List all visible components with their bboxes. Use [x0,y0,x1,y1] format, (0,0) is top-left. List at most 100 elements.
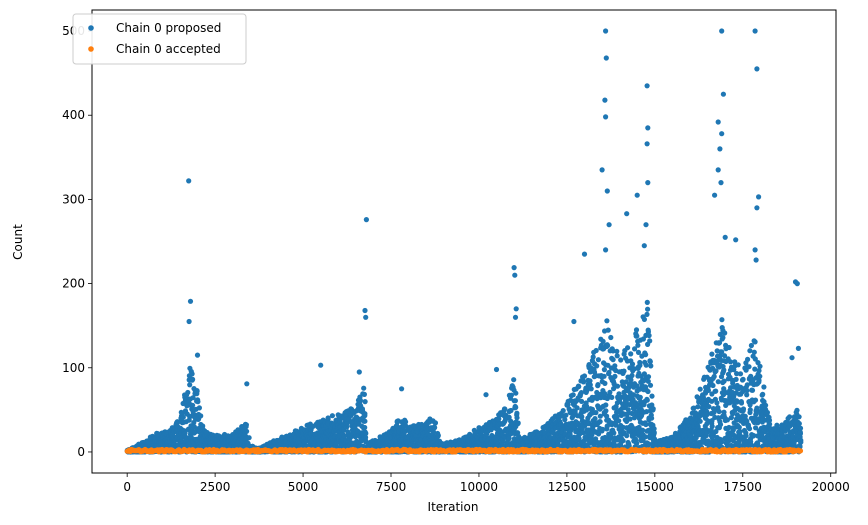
data-point-proposed [706,404,712,410]
data-point-proposed [187,382,193,388]
data-point-proposed [721,367,727,373]
data-point-proposed [612,373,618,379]
data-point-proposed [345,429,351,435]
data-point-proposed [736,424,742,430]
data-point-proposed [361,391,367,397]
data-point-proposed [403,423,409,429]
data-point-proposed [697,386,703,392]
data-point-proposed [726,344,732,351]
data-point-proposed [502,406,508,412]
data-point-proposed [643,352,649,358]
data-point-proposed [506,435,512,441]
data-point-proposed [720,335,726,341]
data-point-proposed [403,419,409,425]
data-point-proposed [610,357,616,363]
data-point-proposed [649,415,655,421]
data-point-proposed [601,367,608,373]
data-point-proposed [605,343,611,349]
data-point-proposed [649,393,655,399]
data-point-proposed [716,408,722,415]
data-point-proposed [614,413,620,419]
data-point-proposed [637,362,643,368]
data-point-proposed [515,420,521,426]
data-point-proposed [644,299,650,305]
data-point-proposed [620,438,626,444]
data-point-proposed [511,377,517,383]
data-point-proposed [435,432,441,439]
data-point-proposed [180,414,186,420]
data-point-proposed [713,388,719,394]
data-point-proposed [508,407,514,414]
data-point-proposed [496,416,502,422]
data-point-proposed [738,400,745,406]
data-point-proposed [629,361,636,367]
data-point-proposed [629,372,635,379]
data-point-proposed [625,345,631,351]
data-point-proposed [357,397,363,403]
data-point-proposed [609,394,615,400]
data-point-proposed [602,380,608,386]
data-point-proposed [580,379,587,385]
data-point-proposed [710,382,716,389]
data-point-proposed [594,363,600,369]
data-point-proposed [612,363,618,369]
data-point-proposed [244,428,250,434]
data-point-proposed [616,418,622,424]
data-point-proposed [592,416,598,422]
data-point-proposed [648,363,654,369]
data-point-proposed [603,402,609,408]
data-point-proposed [614,383,621,389]
data-point-proposed [709,351,715,357]
data-point-proposed [508,392,514,398]
data-point-proposed [190,402,196,408]
data-point-proposed [621,368,627,374]
data-point-proposed [363,434,369,441]
data-point-proposed [650,406,656,412]
data-point-proposed [246,435,252,441]
data-point-proposed [432,420,438,426]
data-point-proposed [196,405,202,411]
data-point-proposed [362,411,368,417]
data-point-proposed [715,379,721,385]
data-point-proposed [605,327,611,333]
data-point-proposed [645,306,651,312]
data-point-proposed [614,353,620,359]
data-point-proposed [361,385,367,391]
data-point-proposed [362,399,368,405]
data-point-proposed [432,425,438,431]
data-point-proposed [628,351,634,357]
data-point-proposed [717,421,724,428]
data-point-proposed [488,427,494,433]
data-point-proposed [709,423,715,429]
data-point-proposed [562,417,568,423]
data-point-proposed [714,400,720,406]
data-point-proposed [647,338,653,344]
data-point-proposed [363,430,369,436]
data-point-proposed [634,333,640,339]
data-point-proposed [430,429,436,435]
data-point-proposed [190,395,196,401]
data-point-proposed [362,418,368,424]
data-point-proposed [633,327,640,333]
data-point-proposed [574,405,580,411]
data-point-proposed [608,334,614,341]
data-point-proposed [593,410,599,416]
data-point-proposed [644,397,650,403]
data-point-proposed [243,422,249,428]
data-point-proposed [635,342,641,348]
data-point-proposed [590,354,596,360]
data-point-proposed [514,415,520,421]
data-point-proposed [512,398,519,404]
data-point-proposed [607,389,613,395]
data-point-proposed [182,430,188,436]
data-point-proposed [651,429,657,435]
data-point-proposed [595,382,601,388]
data-point-proposed [593,347,599,354]
data-point-proposed [643,362,649,368]
data-point-proposed [581,373,588,379]
data-point-proposed [560,408,566,414]
data-point-proposed [618,357,624,363]
data-point-proposed [634,440,640,446]
data-point-proposed [194,388,200,394]
